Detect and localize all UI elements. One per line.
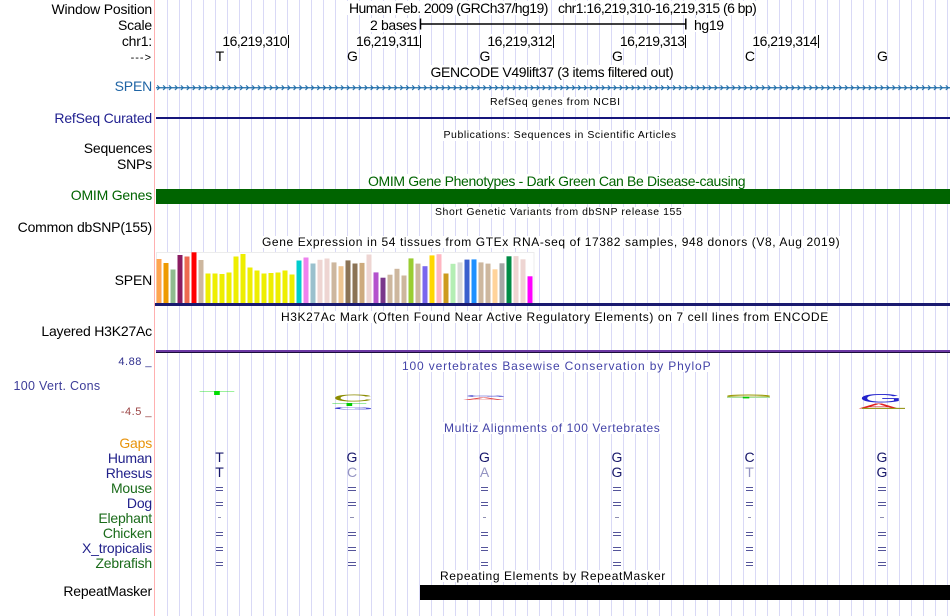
svg-text:G: G [465, 394, 508, 397]
svg-text:T: T [198, 390, 235, 396]
svg-text:A: A [859, 402, 900, 410]
svg-text:G: G [332, 406, 375, 410]
svg-text:G: G [859, 392, 903, 405]
svg-text:C: C [332, 392, 373, 404]
svg-text:A: A [463, 396, 505, 401]
svg-text:T: T [331, 402, 368, 407]
